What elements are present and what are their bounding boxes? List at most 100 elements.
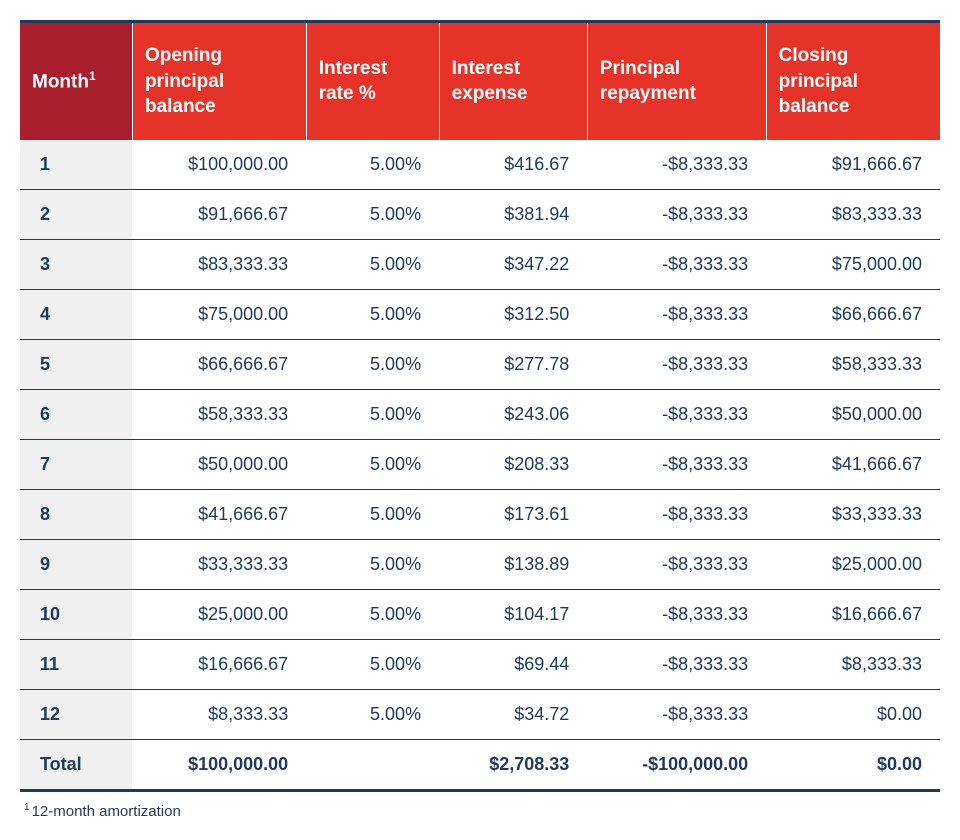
total-cell: $0.00: [766, 739, 940, 789]
footnote-marker: 1: [24, 802, 30, 813]
total-cell: $2,708.33: [439, 739, 587, 789]
data-cell: -$8,333.33: [587, 639, 766, 689]
data-cell: -$8,333.33: [587, 239, 766, 289]
table-row: 2$91,666.675.00%$381.94-$8,333.33$83,333…: [20, 189, 940, 239]
data-cell: -$8,333.33: [587, 189, 766, 239]
data-cell: 5.00%: [306, 389, 439, 439]
data-cell: 5.00%: [306, 339, 439, 389]
data-cell: $25,000.00: [132, 589, 306, 639]
data-cell: $0.00: [766, 689, 940, 739]
data-cell: $58,333.33: [766, 339, 940, 389]
table-row: 11$16,666.675.00%$69.44-$8,333.33$8,333.…: [20, 639, 940, 689]
column-header: Opening principal balance: [132, 23, 306, 140]
total-cell: $100,000.00: [132, 739, 306, 789]
column-header: Closing principal balance: [766, 23, 940, 140]
data-cell: $381.94: [439, 189, 587, 239]
data-cell: 5.00%: [306, 189, 439, 239]
total-row: Total$100,000.00 $2,708.33-$100,000.00$0.…: [20, 739, 940, 789]
amortization-table-container: Month1Opening principal balanceInterest …: [20, 20, 940, 792]
table-row: 8$41,666.675.00%$173.61-$8,333.33$33,333…: [20, 489, 940, 539]
column-header: Interest expense: [439, 23, 587, 140]
table-row: 7$50,000.005.00%$208.33-$8,333.33$41,666…: [20, 439, 940, 489]
month-cell: 2: [20, 189, 132, 239]
data-cell: $243.06: [439, 389, 587, 439]
total-cell: -$100,000.00: [587, 739, 766, 789]
column-header: Month1: [20, 23, 132, 140]
data-cell: $41,666.67: [132, 489, 306, 539]
data-cell: $33,333.33: [766, 489, 940, 539]
data-cell: $83,333.33: [132, 239, 306, 289]
data-cell: -$8,333.33: [587, 689, 766, 739]
data-cell: $16,666.67: [766, 589, 940, 639]
month-cell: 4: [20, 289, 132, 339]
data-cell: $16,666.67: [132, 639, 306, 689]
data-cell: 5.00%: [306, 239, 439, 289]
table-row: 12$8,333.335.00%$34.72-$8,333.33$0.00: [20, 689, 940, 739]
data-cell: $100,000.00: [132, 140, 306, 190]
data-cell: $347.22: [439, 239, 587, 289]
data-cell: $83,333.33: [766, 189, 940, 239]
column-header: Interest rate %: [306, 23, 439, 140]
data-cell: 5.00%: [306, 439, 439, 489]
amortization-table: Month1Opening principal balanceInterest …: [20, 23, 940, 789]
month-cell: 12: [20, 689, 132, 739]
data-cell: $69.44: [439, 639, 587, 689]
data-cell: $312.50: [439, 289, 587, 339]
column-header: Principal repayment: [587, 23, 766, 140]
month-cell: 11: [20, 639, 132, 689]
data-cell: -$8,333.33: [587, 439, 766, 489]
month-cell: 6: [20, 389, 132, 439]
data-cell: -$8,333.33: [587, 289, 766, 339]
table-row: 6$58,333.335.00%$243.06-$8,333.33$50,000…: [20, 389, 940, 439]
data-cell: 5.00%: [306, 589, 439, 639]
month-cell: 8: [20, 489, 132, 539]
data-cell: 5.00%: [306, 289, 439, 339]
month-cell: 3: [20, 239, 132, 289]
data-cell: $8,333.33: [766, 639, 940, 689]
data-cell: $25,000.00: [766, 539, 940, 589]
data-cell: $75,000.00: [766, 239, 940, 289]
month-cell: 7: [20, 439, 132, 489]
data-cell: $34.72: [439, 689, 587, 739]
table-body: 1$100,000.005.00%$416.67-$8,333.33$91,66…: [20, 140, 940, 789]
data-cell: -$8,333.33: [587, 140, 766, 190]
data-cell: $8,333.33: [132, 689, 306, 739]
data-cell: $173.61: [439, 489, 587, 539]
data-cell: $50,000.00: [766, 389, 940, 439]
table-row: 9$33,333.335.00%$138.89-$8,333.33$25,000…: [20, 539, 940, 589]
data-cell: $91,666.67: [766, 140, 940, 190]
data-cell: 5.00%: [306, 639, 439, 689]
total-cell: [306, 739, 439, 789]
data-cell: $41,666.67: [766, 439, 940, 489]
data-cell: $416.67: [439, 140, 587, 190]
data-cell: -$8,333.33: [587, 489, 766, 539]
table-row: 1$100,000.005.00%$416.67-$8,333.33$91,66…: [20, 140, 940, 190]
data-cell: -$8,333.33: [587, 539, 766, 589]
data-cell: $104.17: [439, 589, 587, 639]
footnote: 112-month amortization: [20, 802, 940, 820]
data-cell: -$8,333.33: [587, 589, 766, 639]
data-cell: $66,666.67: [766, 289, 940, 339]
data-cell: -$8,333.33: [587, 389, 766, 439]
data-cell: $208.33: [439, 439, 587, 489]
data-cell: 5.00%: [306, 489, 439, 539]
month-cell: 5: [20, 339, 132, 389]
data-cell: $50,000.00: [132, 439, 306, 489]
data-cell: $58,333.33: [132, 389, 306, 439]
data-cell: $138.89: [439, 539, 587, 589]
data-cell: $66,666.67: [132, 339, 306, 389]
table-row: 3$83,333.335.00%$347.22-$8,333.33$75,000…: [20, 239, 940, 289]
table-row: 10$25,000.005.00%$104.17-$8,333.33$16,66…: [20, 589, 940, 639]
month-cell: 1: [20, 140, 132, 190]
data-cell: 5.00%: [306, 140, 439, 190]
table-row: 4$75,000.005.00%$312.50-$8,333.33$66,666…: [20, 289, 940, 339]
month-cell: 9: [20, 539, 132, 589]
data-cell: 5.00%: [306, 689, 439, 739]
month-cell: 10: [20, 589, 132, 639]
data-cell: $33,333.33: [132, 539, 306, 589]
data-cell: $277.78: [439, 339, 587, 389]
data-cell: $75,000.00: [132, 289, 306, 339]
footnote-text: 12-month amortization: [32, 803, 181, 820]
total-label: Total: [20, 739, 132, 789]
table-row: 5$66,666.675.00%$277.78-$8,333.33$58,333…: [20, 339, 940, 389]
